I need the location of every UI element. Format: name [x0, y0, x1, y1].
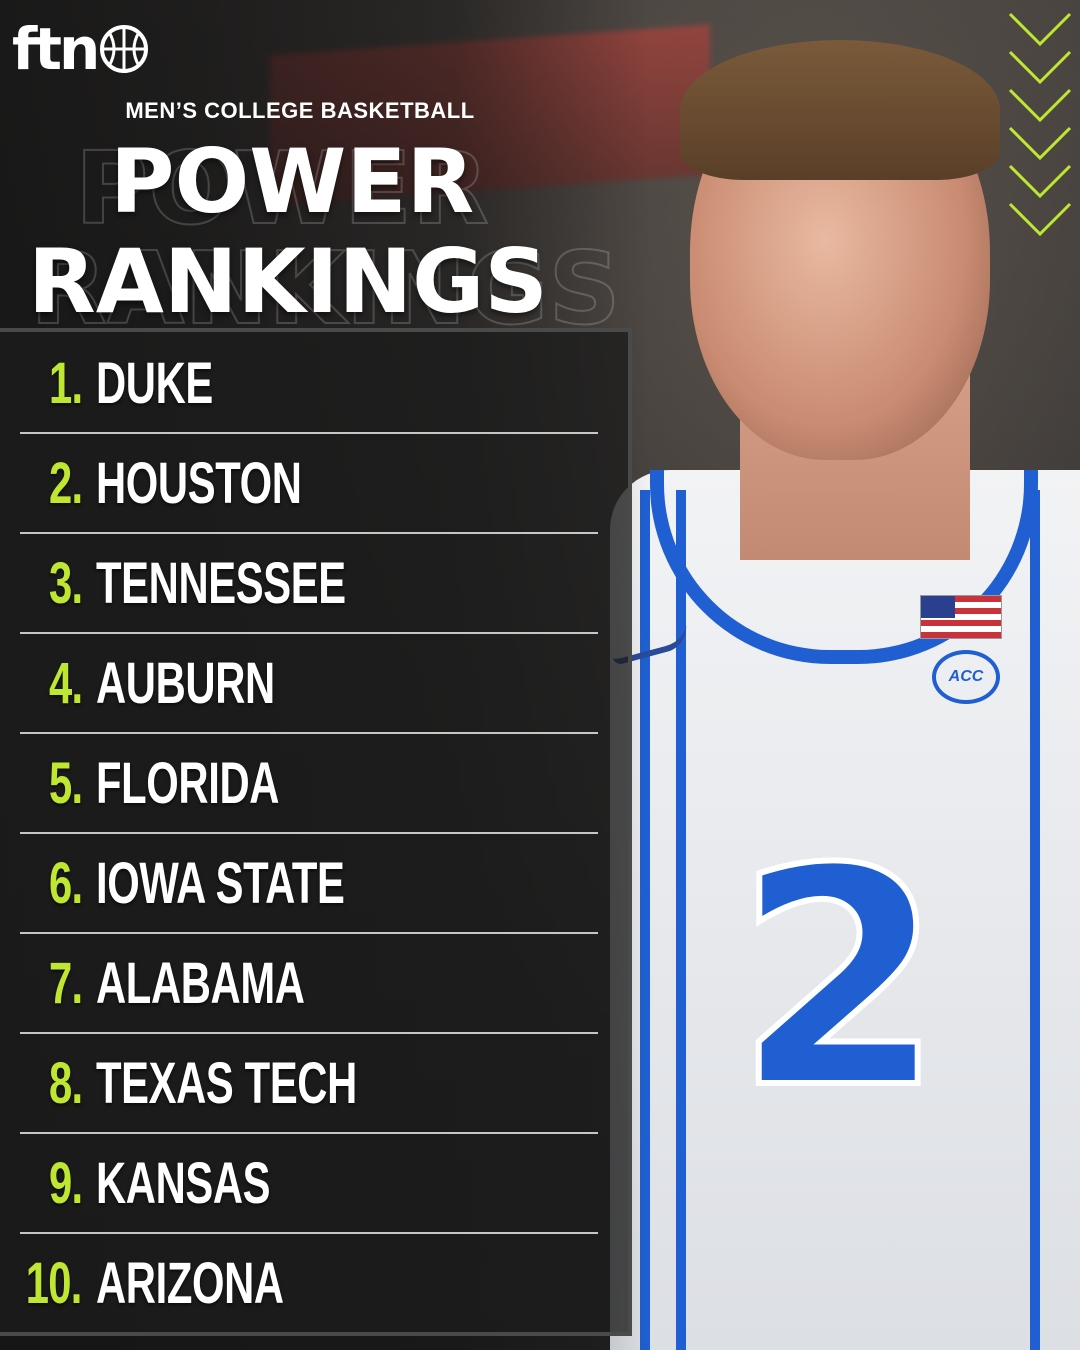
ranking-row: 7. ALABAMA	[20, 932, 598, 1034]
team-name: TEXAS TECH	[96, 1051, 357, 1116]
subtitle: MEN’S COLLEGE BASKETBALL	[125, 98, 475, 123]
us-flag-icon	[920, 595, 1002, 639]
rank-number: 2.	[48, 451, 83, 516]
team-name: ALABAMA	[96, 951, 305, 1016]
ranking-row: 6. IOWA STATE	[20, 832, 598, 934]
basketball-icon	[100, 25, 149, 73]
rank-number: 9.	[48, 1151, 83, 1216]
jersey-number: 2	[732, 805, 947, 1154]
rank-number: 6.	[48, 851, 83, 916]
acc-patch-text: ACC	[948, 668, 984, 685]
rank-number: 7.	[48, 951, 83, 1016]
ftn-logo: ftn	[12, 20, 149, 78]
jersey-trim-right	[1030, 490, 1080, 1350]
team-name: FLORIDA	[96, 751, 280, 816]
team-name: IOWA STATE	[96, 851, 345, 916]
ranking-row: 2. HOUSTON	[20, 432, 598, 534]
team-name: AUBURN	[96, 651, 275, 716]
team-name: KANSAS	[96, 1151, 271, 1216]
rank-number: 5.	[48, 751, 83, 816]
team-name: DUKE	[96, 351, 213, 416]
chevron-pattern-icon	[1008, 12, 1072, 237]
team-name: TENNESSEE	[96, 551, 346, 616]
title-ghost-1: POWER	[74, 129, 490, 248]
title-line-1: POWER	[110, 130, 475, 233]
ranking-row: 5. FLORIDA	[20, 732, 598, 834]
player-hair	[680, 40, 1000, 180]
ranking-row: 9. KANSAS	[20, 1132, 598, 1234]
rank-number: 10.	[26, 1251, 83, 1316]
rank-number: 8.	[48, 1051, 83, 1116]
rank-number: 3.	[48, 551, 83, 616]
rankings-panel: 1. DUKE 2. HOUSTON 3. TENNESSEE 4. AUBUR…	[0, 328, 632, 1336]
ranking-row: 1. DUKE	[20, 332, 598, 434]
rank-number: 1.	[48, 351, 83, 416]
ranking-row: 4. AUBURN	[20, 632, 598, 734]
ranking-row: 3. TENNESSEE	[20, 532, 598, 634]
rank-number: 4.	[48, 651, 83, 716]
team-name: HOUSTON	[96, 451, 302, 516]
team-name: ARIZONA	[96, 1251, 284, 1316]
logo-text: ftn	[12, 15, 100, 83]
ranking-row: 10. ARIZONA	[20, 1232, 598, 1332]
acc-patch: ACC	[932, 650, 1000, 704]
title-line-2: RANKINGS	[28, 230, 548, 333]
ranking-row: 8. TEXAS TECH	[20, 1032, 598, 1134]
